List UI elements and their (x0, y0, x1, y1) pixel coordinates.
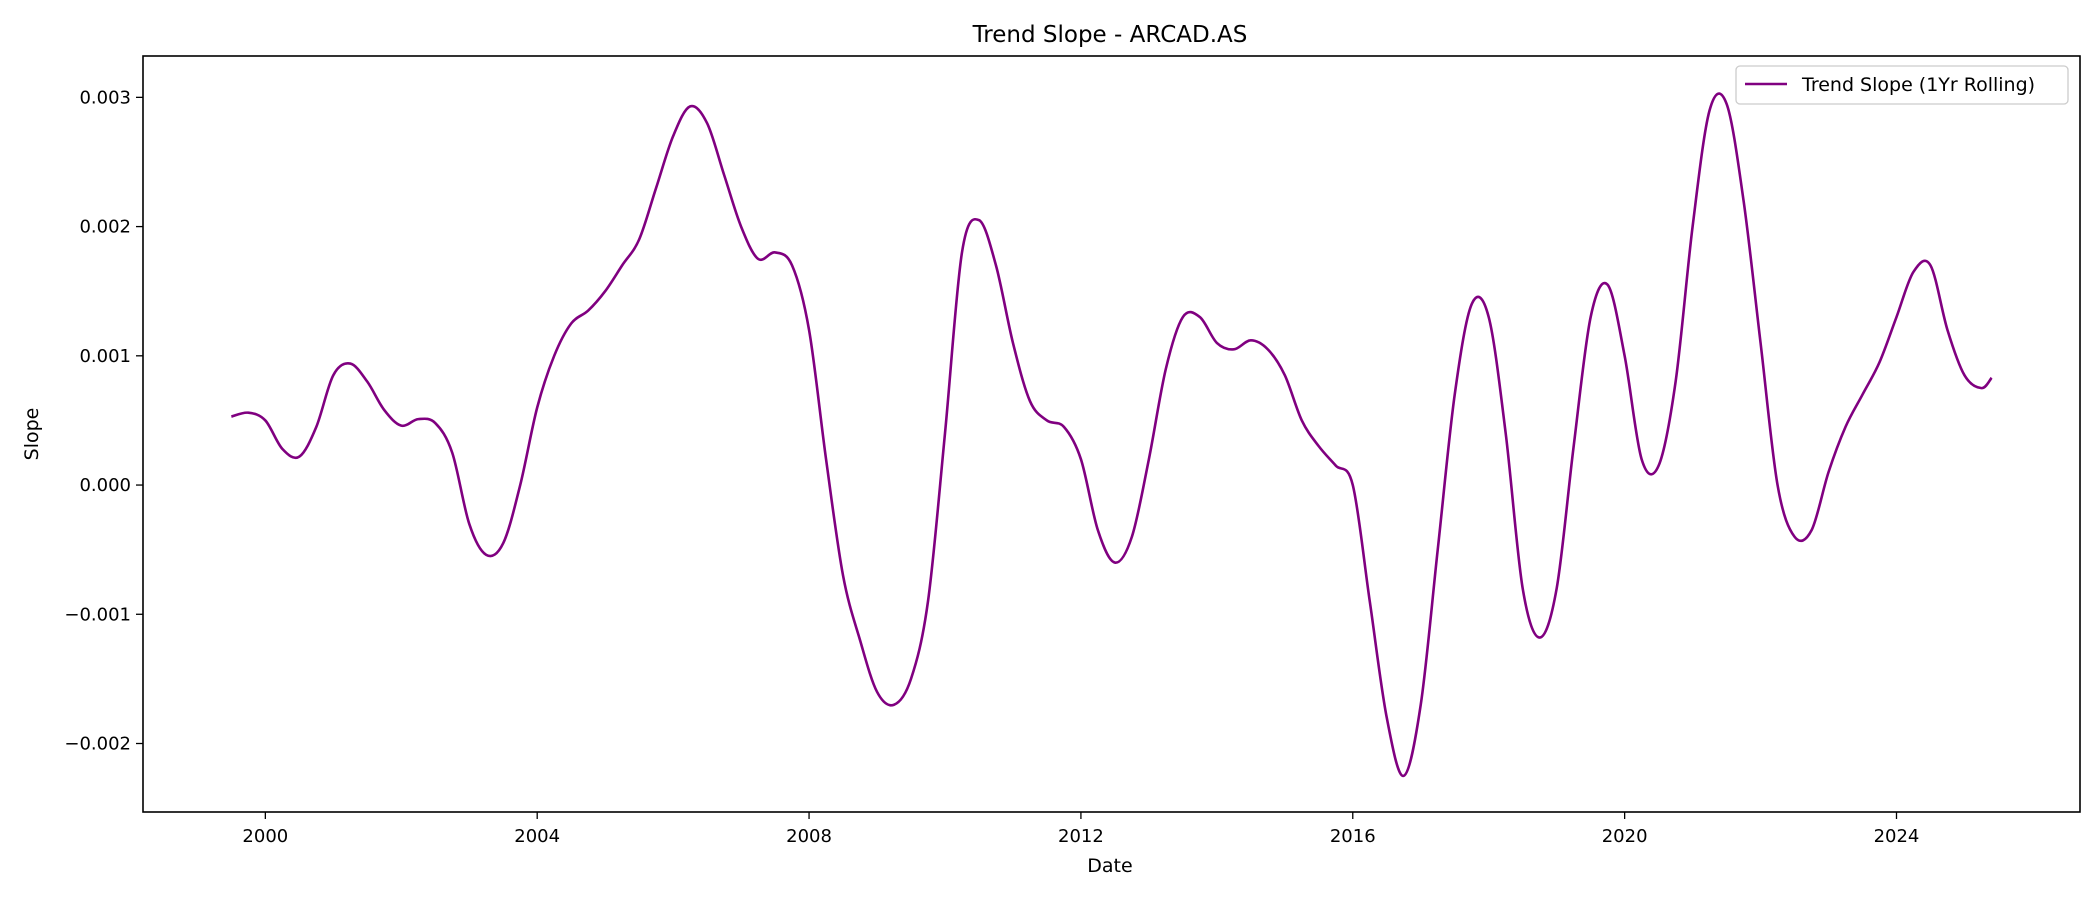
y-tick-label: −0.002 (64, 734, 131, 755)
x-tick-label: 2000 (242, 826, 288, 847)
y-tick-label: 0.003 (79, 87, 131, 108)
x-tick-label: 2024 (1874, 826, 1920, 847)
plot-content (230, 92, 1993, 778)
x-tick-label: 2020 (1602, 826, 1648, 847)
y-tick-label: 0.001 (79, 346, 131, 367)
legend: Trend Slope (1Yr Rolling) (1735, 65, 2069, 105)
series-line-trend-slope (230, 92, 1993, 778)
y-tick-label: 0.000 (79, 475, 131, 496)
x-tick-label: 2004 (514, 826, 560, 847)
legend-label: Trend Slope (1Yr Rolling) (1801, 74, 2035, 96)
x-axis: 2000 2004 2008 2012 2016 2020 2024 (242, 812, 1919, 847)
x-tick-label: 2008 (786, 826, 832, 847)
y-tick-label: 0.002 (79, 217, 131, 238)
legend-box (1735, 65, 2069, 105)
x-axis-label: Date (1087, 855, 1132, 877)
y-axis: −0.002 −0.001 0.000 0.001 0.002 0.003 (64, 87, 143, 755)
y-tick-label: −0.001 (64, 604, 131, 625)
chart-title: Trend Slope - ARCAD.AS (972, 22, 1248, 48)
x-tick-label: 2012 (1058, 826, 1104, 847)
x-tick-label: 2016 (1330, 826, 1376, 847)
y-axis-label: Slope (21, 408, 43, 461)
plot-frame (142, 55, 2081, 813)
